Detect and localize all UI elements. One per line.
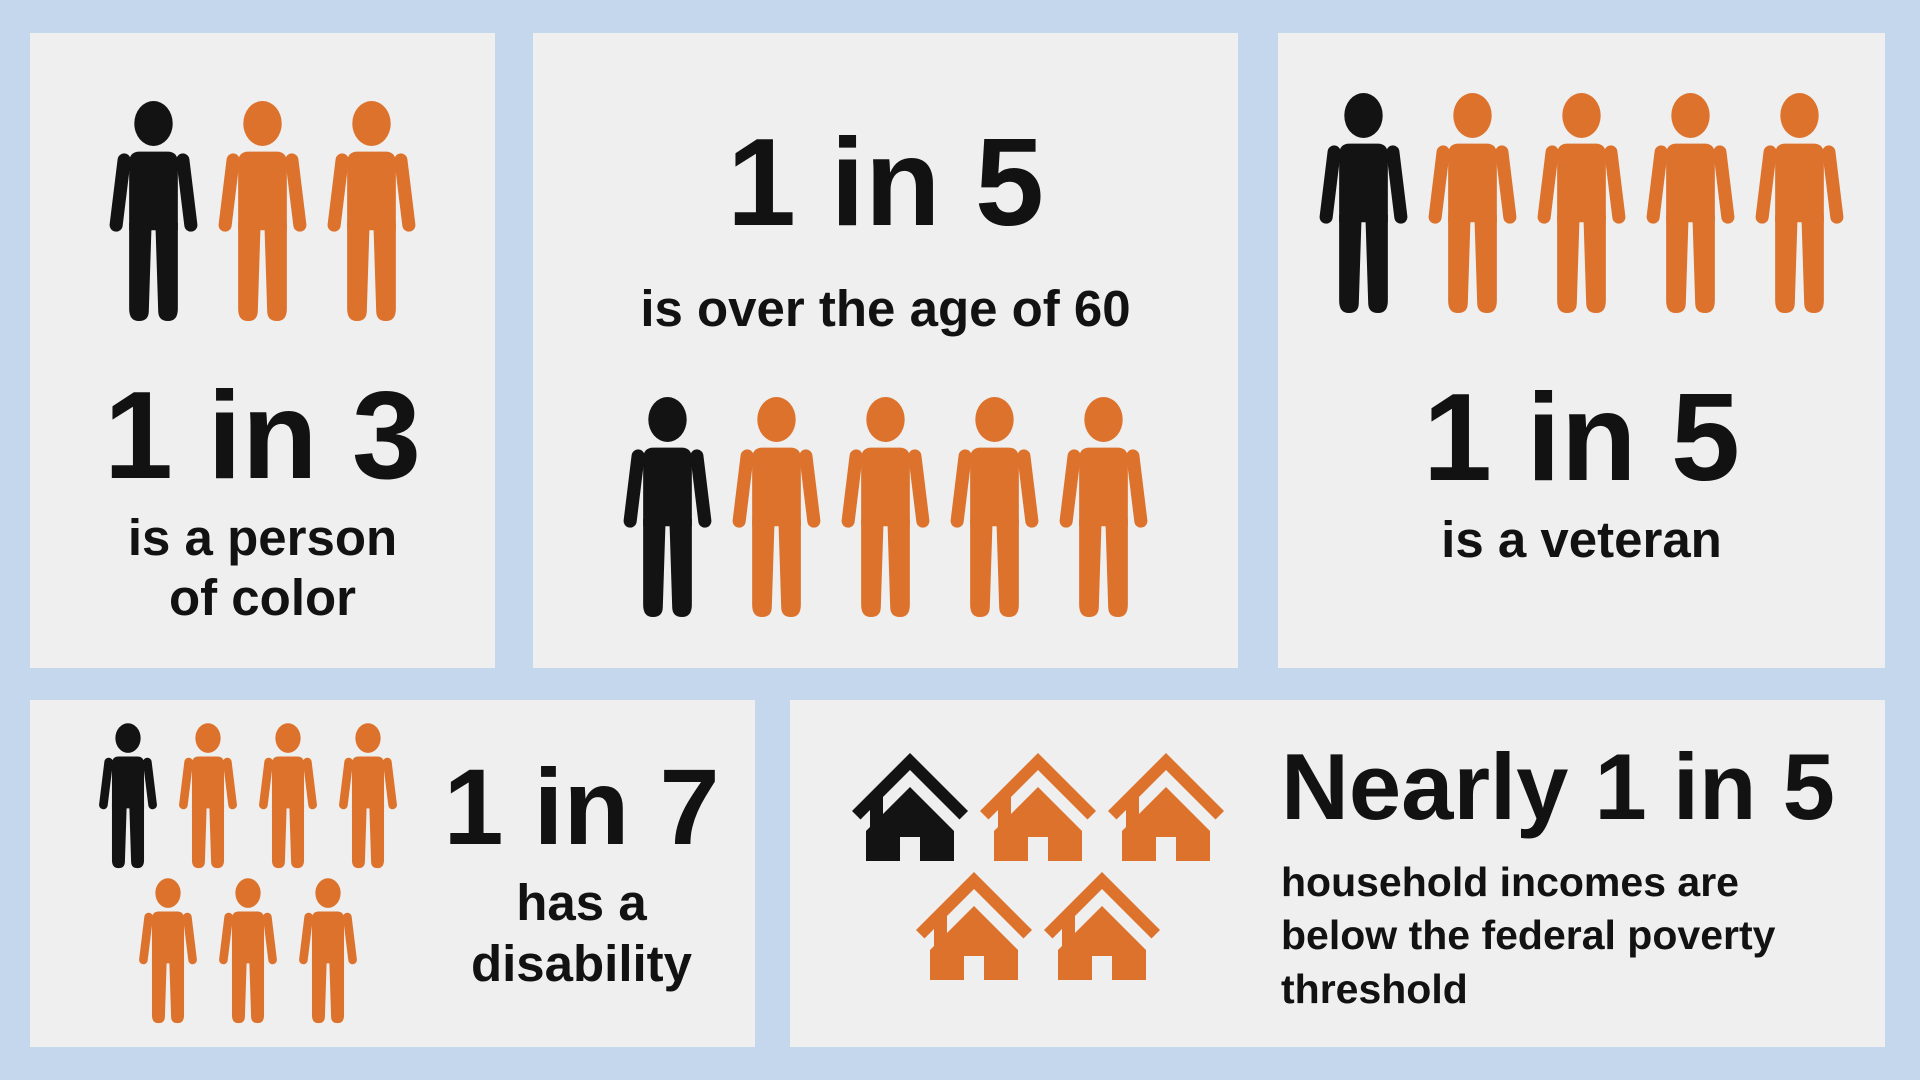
stat-value: Nearly 1 in 5 [1281,734,1835,839]
person-icon [943,395,1046,620]
stat-label: is a person of color [128,508,397,628]
person-icon [134,877,202,1025]
person-icon [334,722,402,870]
person-icon [211,99,314,324]
stat-label-line: is over the age of 60 [640,280,1131,337]
stat-text-block: Nearly 1 in 5 household incomes are belo… [1281,740,1835,1016]
house-icon [1106,753,1226,865]
stat-label-line: household incomes are [1281,859,1739,905]
person-icon [834,395,937,620]
pictogram-row [128,877,368,1025]
person-icon [94,722,162,870]
stat-value: 1 in 5 [726,114,1045,252]
stat-label-line: has a [516,874,647,932]
pictogram-over-age-60 [613,395,1158,620]
panel-person-of-color: 1 in 3 is a person of color [30,33,495,668]
pictogram-row [910,872,1166,984]
pictogram-disability [88,722,408,1025]
person-icon [294,877,362,1025]
panel-veteran: 1 in 5 is a veteran [1278,33,1885,668]
person-icon [174,722,242,870]
stat-value: 1 in 3 [103,367,422,505]
house-icon [850,753,970,865]
person-icon [725,395,828,620]
stat-label: household incomes are below the federal … [1281,856,1775,1016]
stat-label-line: disability [470,934,693,992]
pictogram-row [88,722,408,870]
stat-label: has a disability [471,873,692,993]
person-icon [1421,91,1524,316]
person-icon [320,99,423,324]
stat-label-line: is a person [127,509,398,566]
pictogram-row [1309,91,1854,316]
pictogram-row [613,395,1158,620]
stat-label-line: below the federal poverty [1281,912,1776,959]
person-icon [254,722,322,870]
stat-label: is over the age of 60 [640,279,1130,339]
stat-label-line: threshold [1281,965,1468,1012]
house-icon [1042,872,1162,984]
panel-disability: 1 in 7 has a disability [30,700,755,1047]
pictogram-row [846,753,1230,865]
person-icon [102,99,205,324]
pictogram-veteran [1309,91,1854,316]
person-icon [1312,91,1415,316]
stat-value: 1 in 5 [1422,369,1741,507]
person-icon [616,395,719,620]
pictogram-poverty [846,753,1230,984]
pictogram-row [99,99,426,324]
stat-value: 1 in 7 [443,746,720,868]
stat-text-block: 1 in 7 has a disability [408,753,755,993]
person-icon [1052,395,1155,620]
house-icon [914,872,1034,984]
stat-label-line: is a veteran [1441,511,1722,568]
person-icon [214,877,282,1025]
house-icon [978,753,1098,865]
person-icon [1530,91,1633,316]
panel-over-age-60: 1 in 5 is over the age of 60 [533,33,1238,668]
pictogram-person-of-color [99,99,426,324]
person-icon [1748,91,1851,316]
stat-label-line: of color [169,569,356,627]
panel-poverty: Nearly 1 in 5 household incomes are belo… [790,700,1885,1047]
person-icon [1639,91,1742,316]
stat-label: is a veteran [1441,510,1722,570]
